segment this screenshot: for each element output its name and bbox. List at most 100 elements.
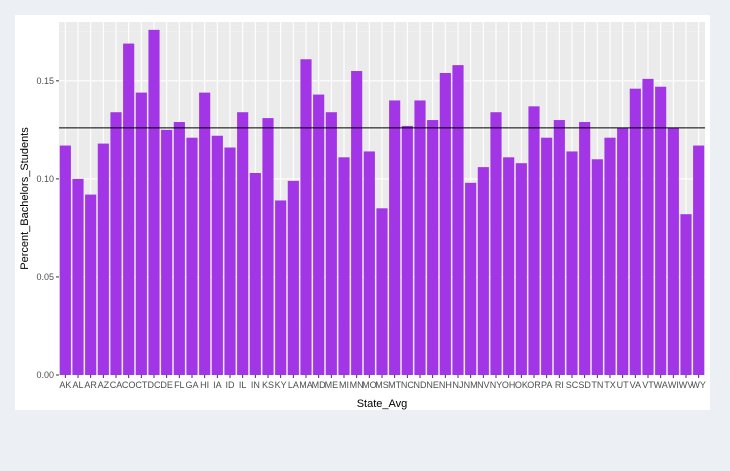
x-tick-label: NY xyxy=(490,380,503,390)
bar-ne xyxy=(427,120,439,375)
x-tick-label: UT xyxy=(617,380,629,390)
x-tick-label: NC xyxy=(401,380,414,390)
y-tick-label: 0.10 xyxy=(36,174,54,184)
x-axis-ticks: AK AL AR AZ CA CO CT DC DE FL GA HI IA ID IL IN KS KY LA MA… xyxy=(59,375,706,390)
x-tick-label: NM xyxy=(464,380,478,390)
bar-wi xyxy=(667,127,679,376)
bar-oh xyxy=(503,157,515,375)
bar-ga xyxy=(186,137,198,375)
x-tick-label: AK xyxy=(59,380,71,390)
bar-mt xyxy=(389,100,401,375)
x-tick-label: RI xyxy=(555,380,564,390)
bar-id xyxy=(224,147,236,375)
bar-sc xyxy=(566,151,578,375)
x-tick-label: KS xyxy=(262,380,274,390)
y-axis-title: Percent_Bachelors_Students xyxy=(19,127,31,270)
x-tick-label: MN xyxy=(350,380,364,390)
x-tick-label: NV xyxy=(477,380,490,390)
bar-vt xyxy=(642,78,654,375)
bar-co xyxy=(123,43,135,376)
x-tick-label: KY xyxy=(275,380,287,390)
bar-wa xyxy=(655,86,667,375)
x-tick-label: AR xyxy=(84,380,97,390)
x-tick-label: HI xyxy=(200,380,209,390)
bar-ak xyxy=(59,145,71,375)
bar-chart: 0.00 0.05 0.10 0.15 AK AL AR AZ CA CO CT DC DE FL GA H… xyxy=(19,22,706,410)
chart-panel: 0.00 0.05 0.10 0.15 AK AL AR AZ CA CO CT DC DE FL GA H… xyxy=(15,15,710,410)
x-tick-label: SD xyxy=(578,380,591,390)
bar-mn xyxy=(351,71,363,376)
bar-pa xyxy=(541,137,553,375)
bar-me xyxy=(325,112,337,375)
x-tick-label: MA xyxy=(299,380,313,390)
bar-dc xyxy=(148,29,160,375)
bar-ca xyxy=(110,112,122,375)
x-tick-label: WA xyxy=(654,380,668,390)
bar-wy xyxy=(693,145,705,375)
bar-ri xyxy=(553,120,565,375)
bar-nh xyxy=(439,72,451,375)
bar-nm xyxy=(465,182,477,375)
x-tick-label: NH xyxy=(439,380,452,390)
x-axis-title: State_Avg xyxy=(357,398,408,410)
x-tick-label: AL xyxy=(72,380,83,390)
bar-ma xyxy=(300,59,312,376)
bar-nd xyxy=(414,100,426,375)
bar-il xyxy=(237,112,249,375)
x-tick-label: CA xyxy=(110,380,123,390)
x-tick-label: TX xyxy=(604,380,616,390)
x-tick-label: WY xyxy=(691,380,706,390)
x-tick-label: MS xyxy=(375,380,389,390)
x-tick-label: FL xyxy=(174,380,185,390)
bar-mo xyxy=(363,151,375,375)
bar-hi xyxy=(199,92,211,375)
x-tick-label: DC xyxy=(148,380,161,390)
x-tick-label: ID xyxy=(226,380,236,390)
bar-ks xyxy=(262,118,274,375)
bar-az xyxy=(97,143,109,375)
x-tick-label: OR xyxy=(527,380,541,390)
x-tick-label: MD xyxy=(312,380,326,390)
bar-ar xyxy=(85,194,97,375)
x-tick-label: OH xyxy=(502,380,515,390)
x-tick-label: NJ xyxy=(453,380,464,390)
x-tick-label: OK xyxy=(515,380,528,390)
bar-ct xyxy=(135,92,147,375)
bar-la xyxy=(287,180,299,375)
y-tick-label: 0.05 xyxy=(36,272,54,282)
bar-md xyxy=(313,94,325,376)
x-tick-label: LA xyxy=(288,380,299,390)
bar-ms xyxy=(376,208,388,375)
bars xyxy=(59,29,705,376)
x-tick-label: MI xyxy=(339,380,349,390)
x-tick-label: ND xyxy=(414,380,427,390)
bar-va xyxy=(629,88,641,375)
y-tick-label: 0.15 xyxy=(36,76,54,86)
bar-or xyxy=(528,106,540,376)
bar-nc xyxy=(401,125,413,375)
x-tick-label: DE xyxy=(160,380,173,390)
x-tick-label: VA xyxy=(630,380,641,390)
bar-al xyxy=(72,178,84,375)
x-tick-label: ME xyxy=(325,380,339,390)
x-tick-label: TN xyxy=(591,380,603,390)
x-tick-label: VT xyxy=(642,380,654,390)
x-tick-label: MT xyxy=(388,380,401,390)
x-tick-label: IL xyxy=(239,380,247,390)
x-tick-label: AZ xyxy=(98,380,110,390)
bar-fl xyxy=(173,122,185,376)
x-tick-label: IA xyxy=(213,380,222,390)
bar-ny xyxy=(490,112,502,375)
x-tick-label: CT xyxy=(135,380,147,390)
bar-nv xyxy=(477,167,489,375)
x-tick-label: PA xyxy=(541,380,552,390)
x-tick-label: NE xyxy=(426,380,439,390)
y-axis-ticks: 0.00 0.05 0.10 0.15 xyxy=(36,76,59,380)
bar-ut xyxy=(617,127,629,376)
x-tick-label: WV xyxy=(679,380,694,390)
bar-tn xyxy=(591,159,603,375)
bar-ok xyxy=(515,163,527,375)
bar-tx xyxy=(604,137,616,375)
bar-ky xyxy=(275,200,287,375)
bar-nj xyxy=(452,65,464,375)
